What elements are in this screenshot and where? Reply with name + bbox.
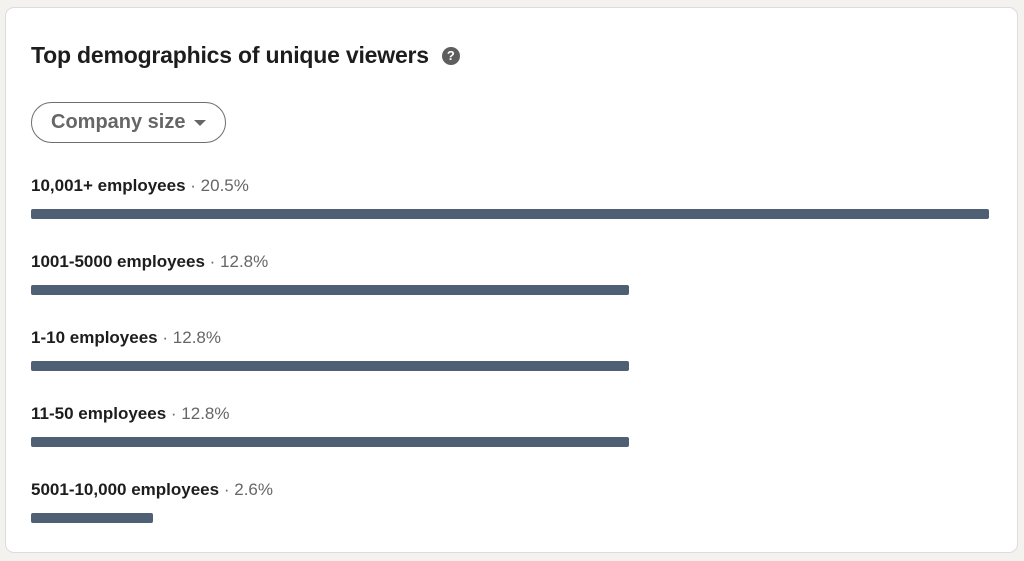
row-name: 1-10 employees bbox=[31, 328, 158, 347]
card-header: Top demographics of unique viewers ? bbox=[31, 42, 460, 69]
chevron-down-icon bbox=[194, 119, 207, 126]
row-percent: 12.8% bbox=[220, 252, 269, 271]
row-separator: · bbox=[162, 328, 169, 347]
demographic-row: 5001-10,000 employees · 2.6% bbox=[31, 478, 989, 554]
bar-track bbox=[31, 285, 989, 295]
dropdown-label: Company size bbox=[51, 111, 186, 133]
row-percent: 12.8% bbox=[172, 328, 221, 347]
row-percent: 20.5% bbox=[200, 176, 249, 195]
demographics-list: 10,001+ employees · 20.5% 1001-5000 empl… bbox=[31, 174, 989, 554]
demographics-card: Top demographics of unique viewers ? Com… bbox=[5, 7, 1018, 553]
row-separator: · bbox=[190, 176, 196, 195]
demographic-row: 10,001+ employees · 20.5% bbox=[31, 174, 989, 250]
row-label: 5001-10,000 employees · 2.6% bbox=[31, 478, 989, 502]
row-separator: · bbox=[170, 404, 177, 423]
percent-bar bbox=[31, 209, 989, 219]
percent-bar bbox=[31, 361, 630, 371]
demographic-row: 11-50 employees · 12.8% bbox=[31, 402, 989, 478]
company-size-dropdown[interactable]: Company size bbox=[31, 102, 227, 143]
demographic-row: 1-10 employees · 12.8% bbox=[31, 326, 989, 402]
row-name: 10,001+ employees bbox=[31, 176, 186, 195]
bar-track bbox=[31, 209, 989, 219]
percent-bar bbox=[31, 285, 630, 295]
row-percent: 2.6% bbox=[234, 480, 273, 499]
card-title: Top demographics of unique viewers bbox=[31, 42, 429, 68]
row-label: 1001-5000 employees · 12.8% bbox=[31, 250, 989, 274]
row-name: 5001-10,000 employees bbox=[31, 480, 220, 499]
question-circle-icon[interactable]: ? bbox=[441, 46, 460, 65]
row-percent: 12.8% bbox=[181, 404, 230, 423]
row-separator: · bbox=[223, 480, 230, 499]
bar-track bbox=[31, 361, 989, 371]
demographic-row: 1001-5000 employees · 12.8% bbox=[31, 250, 989, 326]
row-label: 11-50 employees · 12.8% bbox=[31, 402, 989, 426]
row-separator: · bbox=[209, 252, 216, 271]
bar-track bbox=[31, 437, 989, 447]
bar-track bbox=[31, 513, 989, 523]
row-name: 1001-5000 employees bbox=[31, 252, 205, 271]
row-label: 1-10 employees · 12.8% bbox=[31, 326, 989, 350]
percent-bar bbox=[31, 513, 153, 523]
percent-bar bbox=[31, 437, 630, 447]
row-label: 10,001+ employees · 20.5% bbox=[31, 174, 989, 198]
row-name: 11-50 employees bbox=[31, 404, 167, 423]
